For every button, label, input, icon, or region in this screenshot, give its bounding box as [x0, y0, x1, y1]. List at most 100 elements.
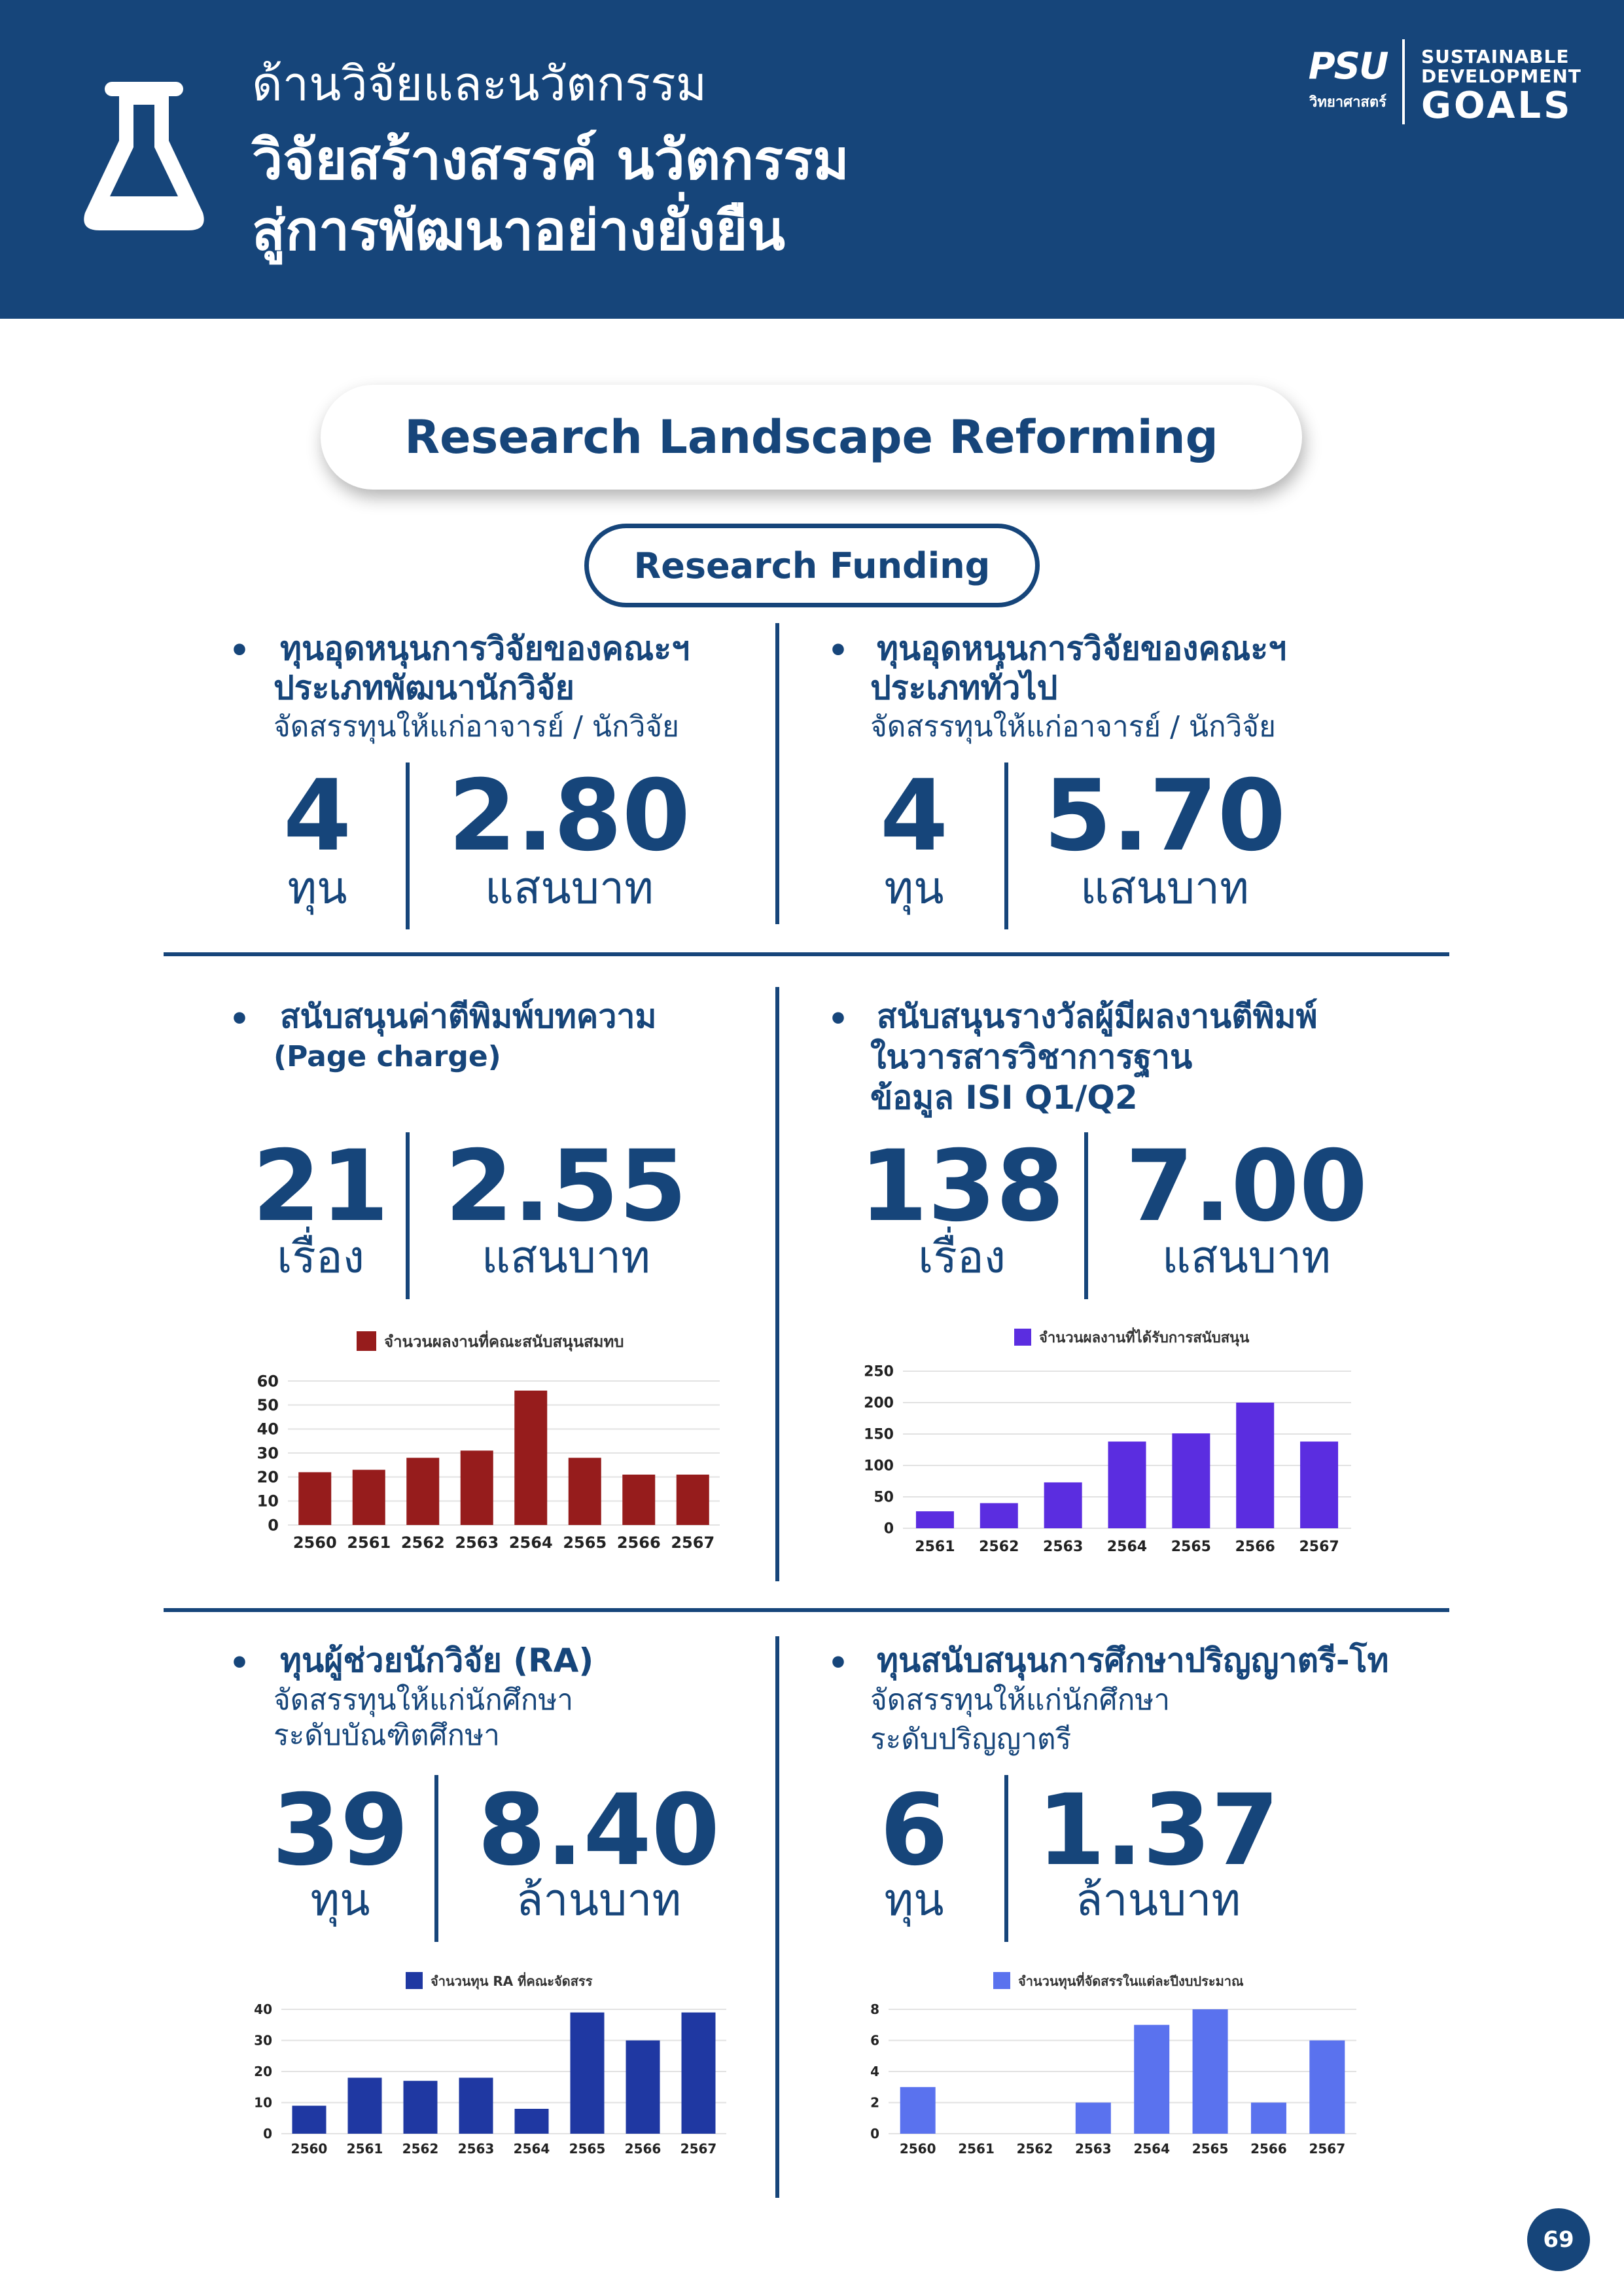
- y-tick-label: 150: [864, 1427, 894, 1443]
- section6-amount: 1.37: [1036, 1774, 1280, 1888]
- section2-amount-unit: แสนบาท: [1080, 863, 1249, 914]
- section4-count: 138: [859, 1130, 1065, 1244]
- sub-title-pill: Research Funding: [584, 524, 1040, 607]
- y-tick-label: 30: [254, 2033, 272, 2049]
- x-tick-label: 2566: [1235, 1539, 1275, 1555]
- x-tick-label: 2561: [347, 2141, 383, 2157]
- y-tick-label: 50: [874, 1490, 894, 1506]
- y-tick-label: 20: [254, 2064, 272, 2079]
- section1-count-unit: ทุน: [287, 863, 347, 914]
- y-tick-label: 30: [257, 1444, 279, 1462]
- x-tick-label: 2565: [1171, 1539, 1211, 1555]
- section2-amount: 5.70: [1043, 759, 1286, 873]
- sdg-logo-line3: GOALS: [1421, 84, 1573, 127]
- bar: [1192, 2009, 1228, 2134]
- y-tick-label: 4: [870, 2064, 879, 2079]
- bar: [403, 2081, 438, 2134]
- section6-count-unit: ทุน: [884, 1874, 944, 1926]
- x-tick-label: 2567: [1309, 2141, 1345, 2157]
- bar: [1044, 1482, 1082, 1528]
- section4-heading-line2: ในวารสารวิชาการฐาน: [870, 1038, 1193, 1076]
- section3-heading-line2: (Page charge): [274, 1040, 501, 1073]
- y-tick-label: 40: [254, 2001, 272, 2017]
- x-tick-label: 2562: [979, 1539, 1019, 1555]
- x-tick-label: 2561: [347, 1534, 391, 1552]
- y-tick-label: 0: [870, 2126, 879, 2142]
- x-tick-label: 2565: [563, 1534, 607, 1552]
- bar: [514, 1390, 548, 1525]
- y-tick-label: 20: [257, 1468, 279, 1486]
- bar: [1172, 1433, 1210, 1528]
- bar: [681, 2012, 716, 2134]
- section5-amount-unit: ล้านบาท: [516, 1874, 682, 1926]
- section1-heading-line1: ทุนอุดหนุนการวิจัยของคณะฯ: [280, 630, 690, 668]
- section4-heading-line1: สนับสนุนรางวัลผู้มีผลงานตีพิมพ์: [877, 997, 1318, 1035]
- x-tick-label: 2567: [671, 1534, 715, 1552]
- x-tick-label: 2564: [514, 2141, 550, 2157]
- x-tick-label: 2564: [1133, 2141, 1170, 2157]
- section6-amount-unit: ล้านบาท: [1075, 1874, 1241, 1926]
- y-tick-label: 2: [870, 2095, 879, 2111]
- legend-swatch: [406, 1972, 423, 1989]
- section1-count: 4: [283, 759, 352, 873]
- section2-count: 4: [879, 759, 949, 873]
- bar: [626, 2040, 660, 2134]
- section4-number-divider: [1084, 1132, 1088, 1299]
- section5-heading-line1: ทุนผู้ช่วยนักวิจัย (RA): [280, 1641, 594, 1679]
- section6-count: 6: [879, 1774, 949, 1888]
- legend-label: จำนวนทุน RA ที่คณะจัดสรร: [431, 1971, 593, 1990]
- section1-description: จัดสรรทุนให้แก่อาจารย์ / นักวิจัย: [274, 710, 679, 744]
- page-number: 69: [1527, 2208, 1590, 2271]
- bullet-icon: •: [828, 1000, 849, 1038]
- bar: [1075, 2102, 1111, 2134]
- bar: [622, 1475, 656, 1525]
- section6-description-line1: จัดสรรทุนให้แก่นักศึกษา: [870, 1683, 1171, 1717]
- psu-logo: PSU วิทยาศาสตร์: [1305, 47, 1390, 113]
- legend-label: จำนวนทุนที่จัดสรรในแต่ละปีงบประมาณ: [1018, 1971, 1244, 1990]
- sdg-logo: SUSTAINABLE DEVELOPMENT GOALS: [1421, 47, 1581, 126]
- y-tick-label: 50: [257, 1396, 279, 1414]
- x-tick-label: 2566: [625, 2141, 662, 2157]
- section3-count: 21: [252, 1130, 389, 1244]
- bar: [570, 2012, 605, 2134]
- chart-isi-awards-svg: จำนวนผลงานที่ได้รับการสนับสนุน 0 50 100 150 2…: [864, 1327, 1351, 1555]
- section3-count-unit: เรื่อง: [277, 1232, 364, 1283]
- y-tick-label: 40: [257, 1420, 279, 1439]
- column-divider-top: [775, 623, 779, 924]
- bar: [1134, 2024, 1170, 2134]
- section2-heading-line2: ประเภททั่วไป: [870, 669, 1058, 707]
- bar: [298, 1472, 332, 1525]
- section5-description-line1: จัดสรรทุนให้แก่นักศึกษา: [274, 1683, 574, 1717]
- x-tick-label: 2564: [1107, 1539, 1147, 1555]
- bar: [1108, 1441, 1146, 1528]
- bar: [352, 1469, 385, 1525]
- bar: [1236, 1403, 1275, 1528]
- section2-description: จัดสรรทุนให้แก่อาจารย์ / นักวิจัย: [870, 710, 1276, 744]
- y-tick-label: 0: [268, 1516, 279, 1534]
- x-tick-label: 2564: [509, 1534, 553, 1552]
- chart-student-funds-svg: จำนวนทุนที่จัดสรรในแต่ละปีงบประมาณ 0 2 4 6 8 2…: [870, 1971, 1356, 2157]
- section4-heading-line3: ข้อมูล ISI Q1/Q2: [870, 1079, 1138, 1117]
- section5-count-unit: ทุน: [310, 1874, 370, 1926]
- section3-amount-unit: แสนบาท: [482, 1232, 650, 1283]
- row-divider-2: [164, 1608, 1449, 1612]
- section6-heading-line1: ทุนสนับสนุนการศึกษาปริญญาตรี-โท: [877, 1641, 1389, 1679]
- section6-description-line2: ระดับปริญญาตรี: [870, 1723, 1072, 1756]
- legend-swatch: [357, 1331, 376, 1351]
- y-tick-label: 6: [870, 2033, 879, 2049]
- legend-swatch: [1014, 1329, 1031, 1346]
- header-logo-divider: [1402, 39, 1405, 124]
- bar: [406, 1458, 440, 1525]
- bar: [460, 1450, 493, 1525]
- bar: [568, 1458, 601, 1525]
- section5-number-divider: [434, 1775, 438, 1942]
- bar: [459, 2077, 493, 2134]
- bullet-icon: •: [229, 1000, 250, 1038]
- section2-number-divider: [1004, 762, 1008, 929]
- section4-count-unit: เรื่อง: [918, 1232, 1006, 1283]
- x-tick-label: 2560: [293, 1534, 337, 1552]
- y-tick-label: 0: [884, 1521, 894, 1537]
- x-tick-label: 2567: [1299, 1539, 1339, 1555]
- header-title: วิจัยสร้างสรรค์ นวัตกรรม สู่การพัฒนาอย่า…: [252, 124, 849, 266]
- y-tick-label: 10: [254, 2095, 272, 2111]
